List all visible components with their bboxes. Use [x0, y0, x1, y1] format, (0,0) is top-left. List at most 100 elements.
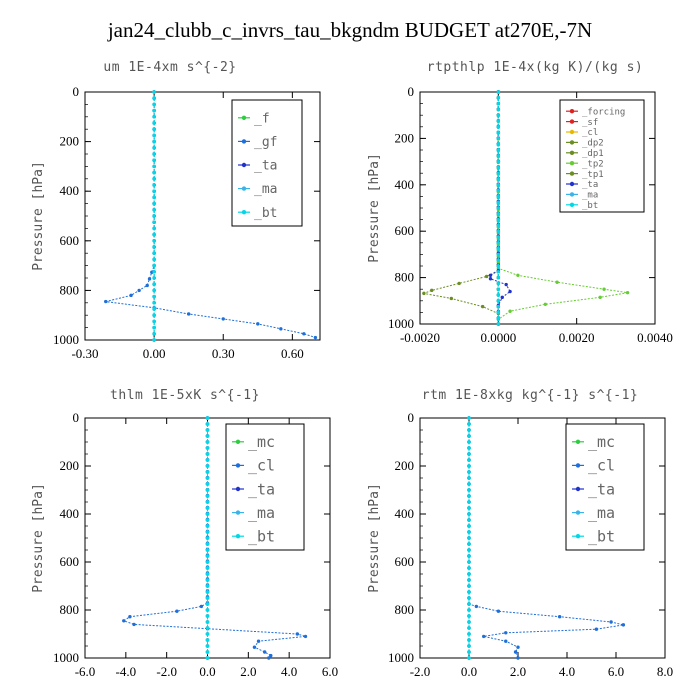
y-axis-label: Pressure [hPa] — [31, 161, 46, 271]
legend-marker-sf — [569, 119, 575, 124]
series-point-bt — [496, 275, 501, 280]
series-point-cl — [295, 632, 300, 636]
y-tick-label: 600 — [60, 233, 80, 248]
series-point-gf — [221, 317, 225, 321]
series-point-bt — [467, 518, 471, 522]
x-tick-label: 8.0 — [657, 664, 673, 679]
series-point-ta — [488, 273, 493, 277]
series-point-bt — [496, 119, 501, 123]
legend-box — [225, 423, 305, 551]
series-point-bt — [152, 263, 156, 268]
legend-label-ta: _ta — [248, 480, 275, 498]
series-point-bt — [496, 246, 501, 251]
series-point-cl — [504, 639, 508, 643]
series-point-bt — [152, 90, 156, 94]
series-point-bt — [496, 293, 501, 297]
x-tick-label: 4.0 — [281, 664, 297, 679]
x-tick-label: -6.0 — [75, 664, 96, 679]
legend-marker-mc — [575, 439, 581, 444]
series-point-cl — [122, 619, 126, 623]
series-point-bt — [205, 620, 210, 624]
series-point-cl — [594, 627, 599, 631]
series-point-bt — [205, 644, 210, 648]
series-point-bt — [496, 304, 501, 309]
legend-marker-cl — [235, 463, 241, 468]
y-tick-label: 1000 — [388, 650, 414, 665]
series-point-cl — [175, 609, 179, 613]
series-point-cl — [474, 604, 479, 609]
series-point-bt — [152, 189, 156, 193]
series-point-bt — [467, 422, 471, 426]
series-point-bt — [467, 584, 471, 588]
series-point-bt — [467, 656, 471, 660]
series-point-bt — [205, 512, 210, 516]
series-point-bt — [205, 524, 210, 528]
series-point-bt — [467, 464, 471, 468]
legend-marker-gf — [241, 139, 247, 144]
legend-label-forcing: _forcing — [582, 107, 625, 117]
series-point-bt — [467, 614, 471, 618]
series-point-gf — [104, 299, 108, 304]
series-point-bt — [467, 512, 471, 516]
series-point-bt — [467, 596, 471, 600]
legend-marker-ma — [575, 510, 581, 515]
legend-label-bt: _bt — [248, 527, 275, 545]
panel-title-rtm: rtm 1E-8xkg kg^{-1} s^{-1} — [421, 388, 639, 403]
series-point-bt — [496, 322, 501, 326]
series-point-bt — [496, 316, 501, 320]
series-point-gf — [313, 335, 318, 340]
legend-marker-dp1 — [569, 150, 575, 155]
series-point-tp1 — [457, 281, 461, 286]
series-point-bt — [152, 294, 156, 299]
legend-marker-forcing — [569, 109, 575, 114]
series-point-bt — [467, 416, 471, 420]
panel-title-thlm: thlm 1E-5xK s^{-1} — [110, 388, 260, 403]
legend-label-f: _f — [254, 111, 270, 126]
legend-label-mc: _mc — [588, 433, 615, 451]
series-point-bt — [205, 494, 210, 498]
y-tick-label: 400 — [395, 506, 415, 521]
series-point-cl — [496, 609, 501, 613]
y-tick-label: 400 — [60, 183, 80, 198]
series-point-bt — [496, 96, 501, 100]
y-tick-label: 200 — [60, 134, 80, 149]
series-point-cl — [516, 645, 520, 649]
series-point-bt — [205, 656, 210, 660]
x-tick-label: -4.0 — [116, 664, 137, 679]
series-point-bt — [467, 644, 471, 648]
series-point-bt — [496, 241, 501, 245]
legend-label-ma: _ma — [582, 191, 598, 201]
legend-marker-cl — [575, 463, 581, 468]
series-point-cl — [252, 645, 257, 649]
series-point-bt — [467, 482, 471, 486]
series-point-bt — [152, 96, 156, 100]
series-point-cl — [513, 650, 518, 654]
legend-label-bt: _bt — [582, 201, 598, 211]
series-point-bt — [496, 270, 501, 274]
x-tick-label: -2.0 — [410, 664, 431, 679]
series-point-bt — [152, 139, 156, 144]
y-tick-label: 600 — [60, 554, 80, 569]
series-point-bt — [467, 488, 471, 492]
series-point-bt — [205, 458, 210, 462]
series-point-cl — [128, 615, 132, 619]
legend-marker-f — [241, 115, 247, 121]
series-line-ta — [490, 92, 511, 324]
series-point-cl — [621, 623, 626, 627]
series-point-cl — [269, 653, 273, 658]
series-point-bt — [467, 602, 471, 606]
series-point-bt — [152, 313, 156, 317]
panel-title-rtpthlp: rtpthlp 1E-4x(kg K)/(kg s) — [426, 60, 644, 75]
series-point-bt — [205, 542, 210, 546]
series-point-bt — [467, 536, 471, 540]
series-point-bt — [205, 464, 210, 468]
series-point-bt — [205, 560, 210, 564]
series-point-bt — [496, 310, 501, 315]
series-point-tp2 — [516, 273, 520, 277]
y-tick-label: 0 — [73, 84, 80, 99]
series-point-bt — [205, 608, 210, 612]
series-point-bt — [152, 239, 156, 243]
legend-label-cl: _cl — [588, 457, 615, 475]
series-point-bt — [205, 596, 210, 600]
